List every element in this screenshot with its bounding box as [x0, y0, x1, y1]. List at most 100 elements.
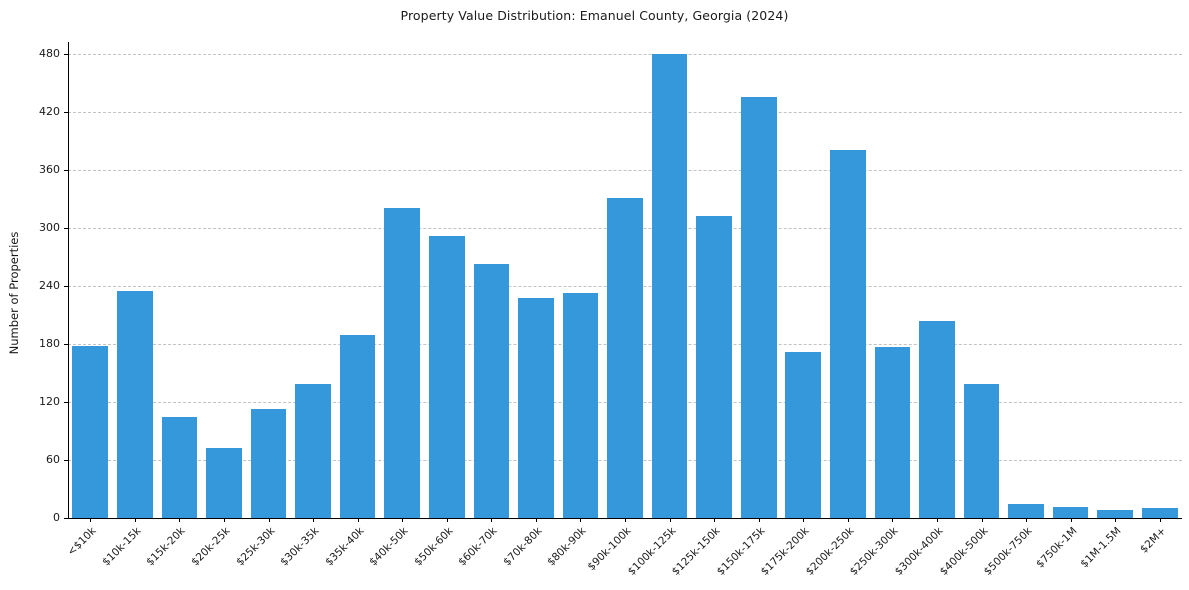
bar-slot [246, 54, 291, 518]
bar[interactable] [607, 198, 643, 518]
bar-slot [469, 54, 514, 518]
bar[interactable] [206, 448, 242, 518]
y-tick-label: 300 [39, 221, 60, 234]
bar-slot [157, 54, 202, 518]
bar-slot [692, 54, 737, 518]
bar[interactable] [963, 383, 1000, 518]
bar-slot [113, 54, 158, 518]
bar[interactable] [295, 383, 331, 518]
bar[interactable] [740, 96, 777, 518]
x-tick-mark [1115, 518, 1117, 522]
y-tick-label: 360 [39, 163, 60, 176]
x-tick-mark [179, 518, 181, 522]
y-tick-label: 120 [39, 395, 60, 408]
x-tick-mark [223, 518, 225, 522]
bar-slot [870, 54, 915, 518]
bar[interactable] [1052, 507, 1089, 518]
y-tick-label: 0 [53, 511, 60, 524]
x-tick-mark [268, 518, 270, 522]
x-axis-ticks: <$10k $10k-15k $15k-20k $20k-25k $25k-30k $30… [65, 518, 1183, 590]
x-tick: $35k-40k [323, 518, 380, 590]
bar[interactable] [117, 290, 153, 518]
x-tick: $20k-25k [189, 518, 247, 590]
bar[interactable] [919, 320, 955, 518]
bar-slot [781, 54, 826, 518]
bar[interactable] [562, 292, 599, 518]
bar-slot [736, 54, 781, 518]
x-tick: $1M-1.5M [1078, 518, 1138, 590]
bar-slot [1004, 54, 1049, 518]
bar[interactable] [161, 416, 198, 518]
bar-slot [380, 54, 425, 518]
bar-slot [603, 54, 648, 518]
x-tick: $30k-35k [278, 518, 336, 590]
x-tick-mark [90, 518, 92, 522]
x-tick-mark [847, 518, 849, 522]
y-tick-label: 180 [39, 337, 60, 350]
bar-slot [335, 54, 380, 518]
x-tick-label: <$10k [65, 525, 99, 559]
x-tick: $150k-175k [714, 518, 781, 590]
bar[interactable] [72, 345, 109, 518]
bar[interactable] [1097, 510, 1134, 518]
x-tick-mark [491, 518, 493, 522]
x-tick: $10k-15k [100, 518, 158, 590]
bar[interactable] [1008, 504, 1044, 518]
x-tick: $400k-500k [937, 518, 1004, 590]
bar-slot [1048, 54, 1093, 518]
x-tick: $25k-30k [234, 518, 291, 590]
bar-slot [1093, 54, 1138, 518]
chart-title: Property Value Distribution: Emanuel Cou… [400, 8, 789, 23]
bar[interactable] [473, 263, 510, 518]
bar-slot [68, 54, 113, 518]
x-tick: $15k-20k [145, 518, 202, 590]
x-tick-mark [313, 518, 315, 522]
x-tick: $60k-70k [456, 518, 514, 590]
x-tick-mark [892, 518, 894, 522]
bar[interactable] [696, 216, 732, 518]
y-tick-label: 480 [39, 47, 60, 60]
x-tick: $90k-100k [585, 518, 648, 590]
bar-slot [647, 54, 692, 518]
y-tick-label: 60 [46, 453, 60, 466]
bar-series [68, 54, 1182, 518]
x-tick: $300k-400k [893, 518, 960, 590]
bar-slot [959, 54, 1004, 518]
bar[interactable] [384, 207, 421, 518]
x-tick: $125k-150k [670, 518, 737, 590]
bar-slot [558, 54, 603, 518]
x-tick: $80k-90k [546, 518, 603, 590]
x-tick: $750k-1M [1034, 518, 1093, 590]
x-tick: $40k-50k [367, 518, 425, 590]
x-tick-mark [981, 518, 983, 522]
bar[interactable] [830, 149, 866, 518]
x-tick: $250k-300k [848, 518, 915, 590]
x-tick-mark [625, 518, 627, 522]
bar[interactable] [785, 351, 822, 518]
x-tick: $70k-80k [501, 518, 559, 590]
x-tick-mark [1070, 518, 1072, 522]
x-tick-mark [669, 518, 671, 522]
x-tick: <$10k [65, 518, 113, 590]
x-tick-mark [1159, 518, 1161, 522]
x-tick-mark [357, 518, 359, 522]
x-tick: $175k-200k [759, 518, 826, 590]
bar-slot [202, 54, 247, 518]
y-tick-label: 240 [39, 279, 60, 292]
x-tick-mark [936, 518, 938, 522]
bar[interactable] [651, 54, 688, 518]
x-tick: $2M+ [1138, 518, 1183, 590]
bar[interactable] [250, 408, 287, 518]
x-tick-mark [402, 518, 404, 522]
bar[interactable] [428, 235, 465, 518]
bar[interactable] [874, 346, 911, 518]
bar-slot [514, 54, 559, 518]
x-tick-mark [1026, 518, 1028, 522]
bar[interactable] [1141, 508, 1178, 518]
x-tick: $100k-125k [625, 518, 692, 590]
bar[interactable] [518, 297, 554, 518]
bar[interactable] [339, 335, 376, 518]
plot-area [68, 54, 1182, 518]
x-tick-mark [446, 518, 448, 522]
